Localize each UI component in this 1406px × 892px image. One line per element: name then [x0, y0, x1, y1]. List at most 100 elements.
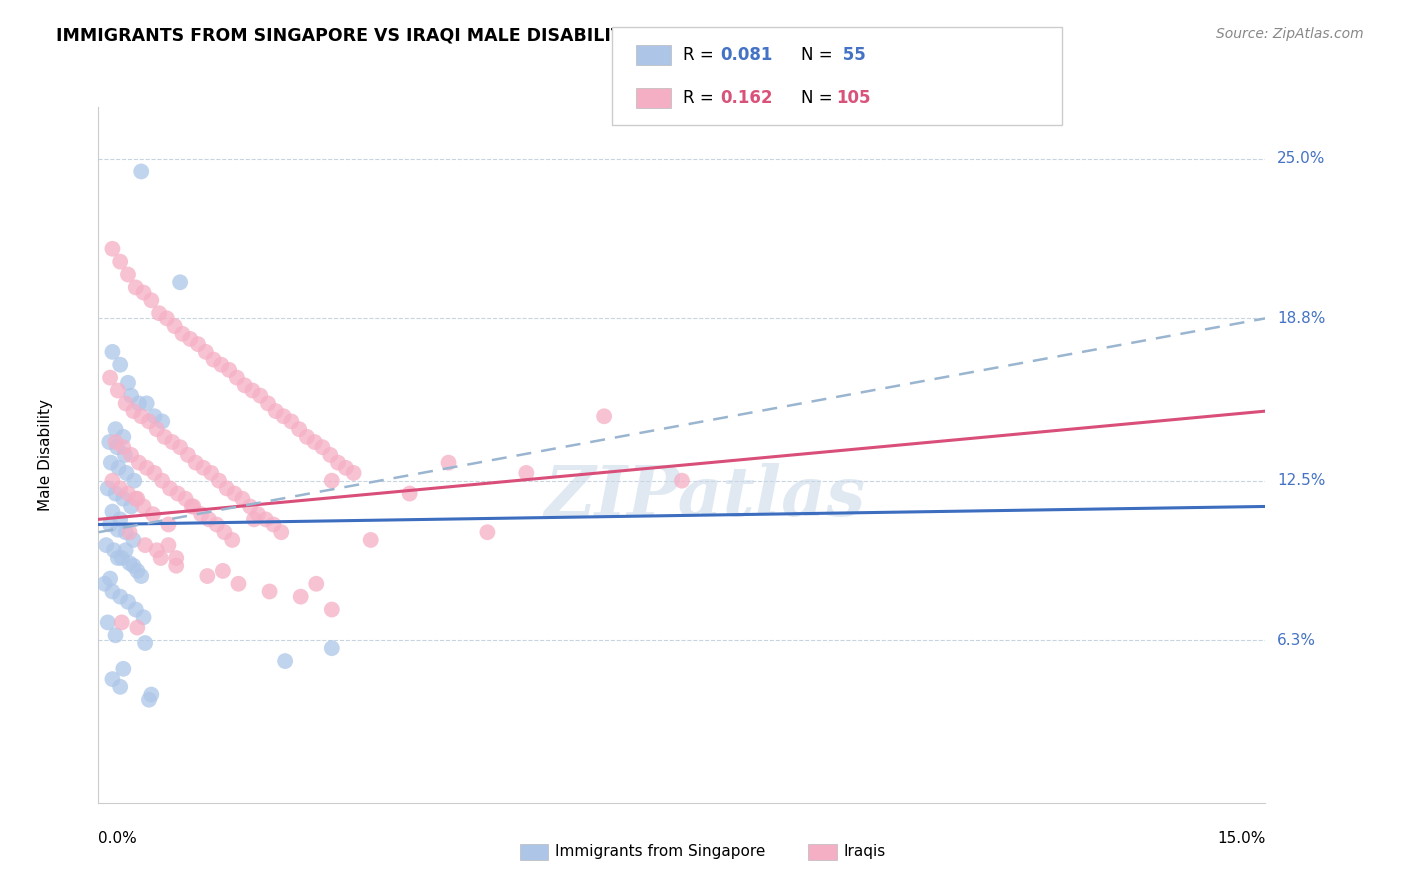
- Point: [112, 662, 135, 676]
- Point: [231, 491, 253, 506]
- Point: [321, 474, 343, 488]
- Point: [120, 500, 142, 514]
- Point: [120, 448, 142, 462]
- Point: [111, 551, 134, 566]
- Point: [98, 517, 121, 532]
- Point: [104, 486, 127, 500]
- Point: [257, 396, 280, 410]
- Point: [242, 384, 264, 398]
- Text: N =: N =: [801, 89, 838, 107]
- Point: [215, 482, 238, 496]
- Point: [108, 482, 131, 496]
- Point: [107, 460, 129, 475]
- Point: [165, 551, 187, 566]
- Point: [117, 595, 139, 609]
- Point: [125, 280, 148, 294]
- Point: [184, 456, 207, 470]
- Text: R =: R =: [683, 46, 720, 64]
- Point: [141, 688, 163, 702]
- Text: 25.0%: 25.0%: [1277, 151, 1326, 166]
- Text: IMMIGRANTS FROM SINGAPORE VS IRAQI MALE DISABILITY CORRELATION CHART: IMMIGRANTS FROM SINGAPORE VS IRAQI MALE …: [56, 27, 851, 45]
- Point: [165, 558, 187, 573]
- Point: [187, 337, 209, 351]
- Point: [117, 268, 139, 282]
- Text: 12.5%: 12.5%: [1277, 473, 1326, 488]
- Point: [117, 376, 139, 390]
- Point: [246, 507, 269, 521]
- Point: [254, 512, 277, 526]
- Point: [125, 602, 148, 616]
- Point: [224, 486, 246, 500]
- Point: [101, 474, 124, 488]
- Point: [122, 474, 145, 488]
- Point: [194, 344, 217, 359]
- Point: [101, 672, 124, 686]
- Point: [143, 409, 166, 424]
- Point: [93, 576, 115, 591]
- Point: [141, 293, 163, 308]
- Point: [259, 584, 281, 599]
- Point: [174, 491, 197, 506]
- Text: 18.8%: 18.8%: [1277, 310, 1326, 326]
- Point: [198, 512, 221, 526]
- Point: [153, 430, 176, 444]
- Point: [311, 440, 333, 454]
- Point: [290, 590, 312, 604]
- Point: [157, 538, 180, 552]
- Point: [149, 551, 172, 566]
- Point: [135, 396, 157, 410]
- Point: [221, 533, 243, 547]
- Point: [129, 409, 152, 424]
- Point: [118, 525, 141, 540]
- Point: [97, 482, 120, 496]
- Point: [134, 636, 156, 650]
- Point: [180, 500, 202, 514]
- Point: [159, 482, 181, 496]
- Text: 105: 105: [837, 89, 872, 107]
- Text: 0.162: 0.162: [720, 89, 772, 107]
- Point: [593, 409, 616, 424]
- Point: [104, 422, 127, 436]
- Point: [225, 370, 247, 384]
- Point: [105, 440, 128, 454]
- Point: [101, 344, 124, 359]
- Point: [101, 584, 124, 599]
- Point: [96, 538, 118, 552]
- Point: [138, 692, 160, 706]
- Point: [108, 680, 131, 694]
- Point: [111, 615, 134, 630]
- Point: [162, 435, 184, 450]
- Point: [249, 389, 271, 403]
- Point: [142, 507, 165, 521]
- Point: [117, 486, 139, 500]
- Point: [107, 523, 129, 537]
- Point: [122, 404, 145, 418]
- Point: [104, 435, 127, 450]
- Text: 0.0%: 0.0%: [98, 830, 138, 846]
- Point: [515, 466, 537, 480]
- Point: [183, 500, 205, 514]
- Text: Source: ZipAtlas.com: Source: ZipAtlas.com: [1216, 27, 1364, 41]
- Point: [104, 628, 127, 642]
- Point: [122, 533, 145, 547]
- Point: [128, 456, 150, 470]
- Point: [671, 474, 693, 488]
- Text: 15.0%: 15.0%: [1218, 830, 1265, 846]
- Point: [108, 590, 131, 604]
- Point: [132, 285, 155, 300]
- Point: [214, 525, 236, 540]
- Point: [112, 430, 135, 444]
- Point: [132, 610, 155, 624]
- Point: [122, 558, 145, 573]
- Point: [437, 456, 460, 470]
- Point: [208, 474, 231, 488]
- Text: 6.3%: 6.3%: [1277, 633, 1316, 648]
- Text: N =: N =: [801, 46, 838, 64]
- Text: Male Disability: Male Disability: [38, 399, 53, 511]
- Point: [98, 572, 121, 586]
- Point: [114, 543, 136, 558]
- Point: [127, 564, 149, 578]
- Point: [107, 551, 129, 566]
- Point: [360, 533, 382, 547]
- Point: [262, 517, 284, 532]
